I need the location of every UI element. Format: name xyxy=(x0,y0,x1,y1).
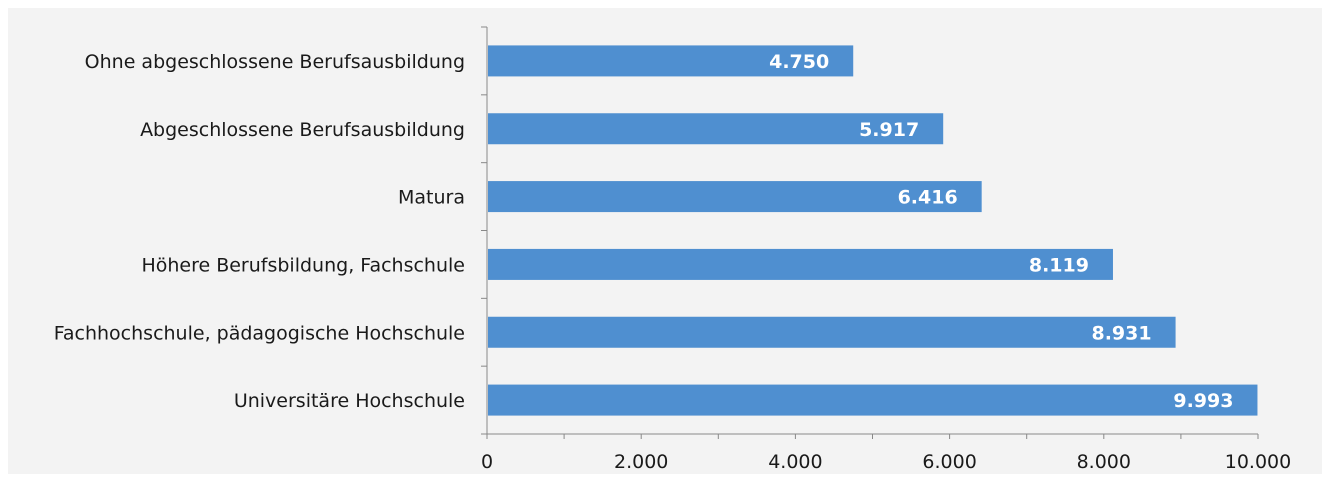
bar xyxy=(488,316,1176,348)
category-label: Fachhochschule, pädagogische Hochschule xyxy=(54,322,465,344)
x-tick-label: 0 xyxy=(481,451,493,473)
bar xyxy=(488,181,982,213)
x-tick-label: 4.000 xyxy=(768,451,822,473)
category-label: Universitäre Hochschule xyxy=(234,390,465,412)
data-label: 5.917 xyxy=(859,119,919,141)
bar xyxy=(488,45,854,77)
category-label: Abgeschlossene Berufsausbildung xyxy=(140,119,465,141)
x-tick-label: 10.000 xyxy=(1225,451,1291,473)
x-tick-label: 2.000 xyxy=(614,451,668,473)
x-tick-label: 8.000 xyxy=(1077,451,1131,473)
bar xyxy=(488,113,944,145)
x-tick-label: 6.000 xyxy=(922,451,976,473)
category-label: Höhere Berufsbildung, Fachschule xyxy=(141,254,465,276)
data-label: 9.993 xyxy=(1173,390,1233,412)
data-label: 8.931 xyxy=(1091,322,1151,344)
bar xyxy=(488,384,1258,416)
category-label: Matura xyxy=(398,187,465,209)
bar xyxy=(488,248,1113,280)
data-label: 4.750 xyxy=(769,51,829,73)
category-label: Ohne abgeschlossene Berufsausbildung xyxy=(85,51,465,73)
data-label: 6.416 xyxy=(898,187,958,209)
data-label: 8.119 xyxy=(1029,254,1089,276)
